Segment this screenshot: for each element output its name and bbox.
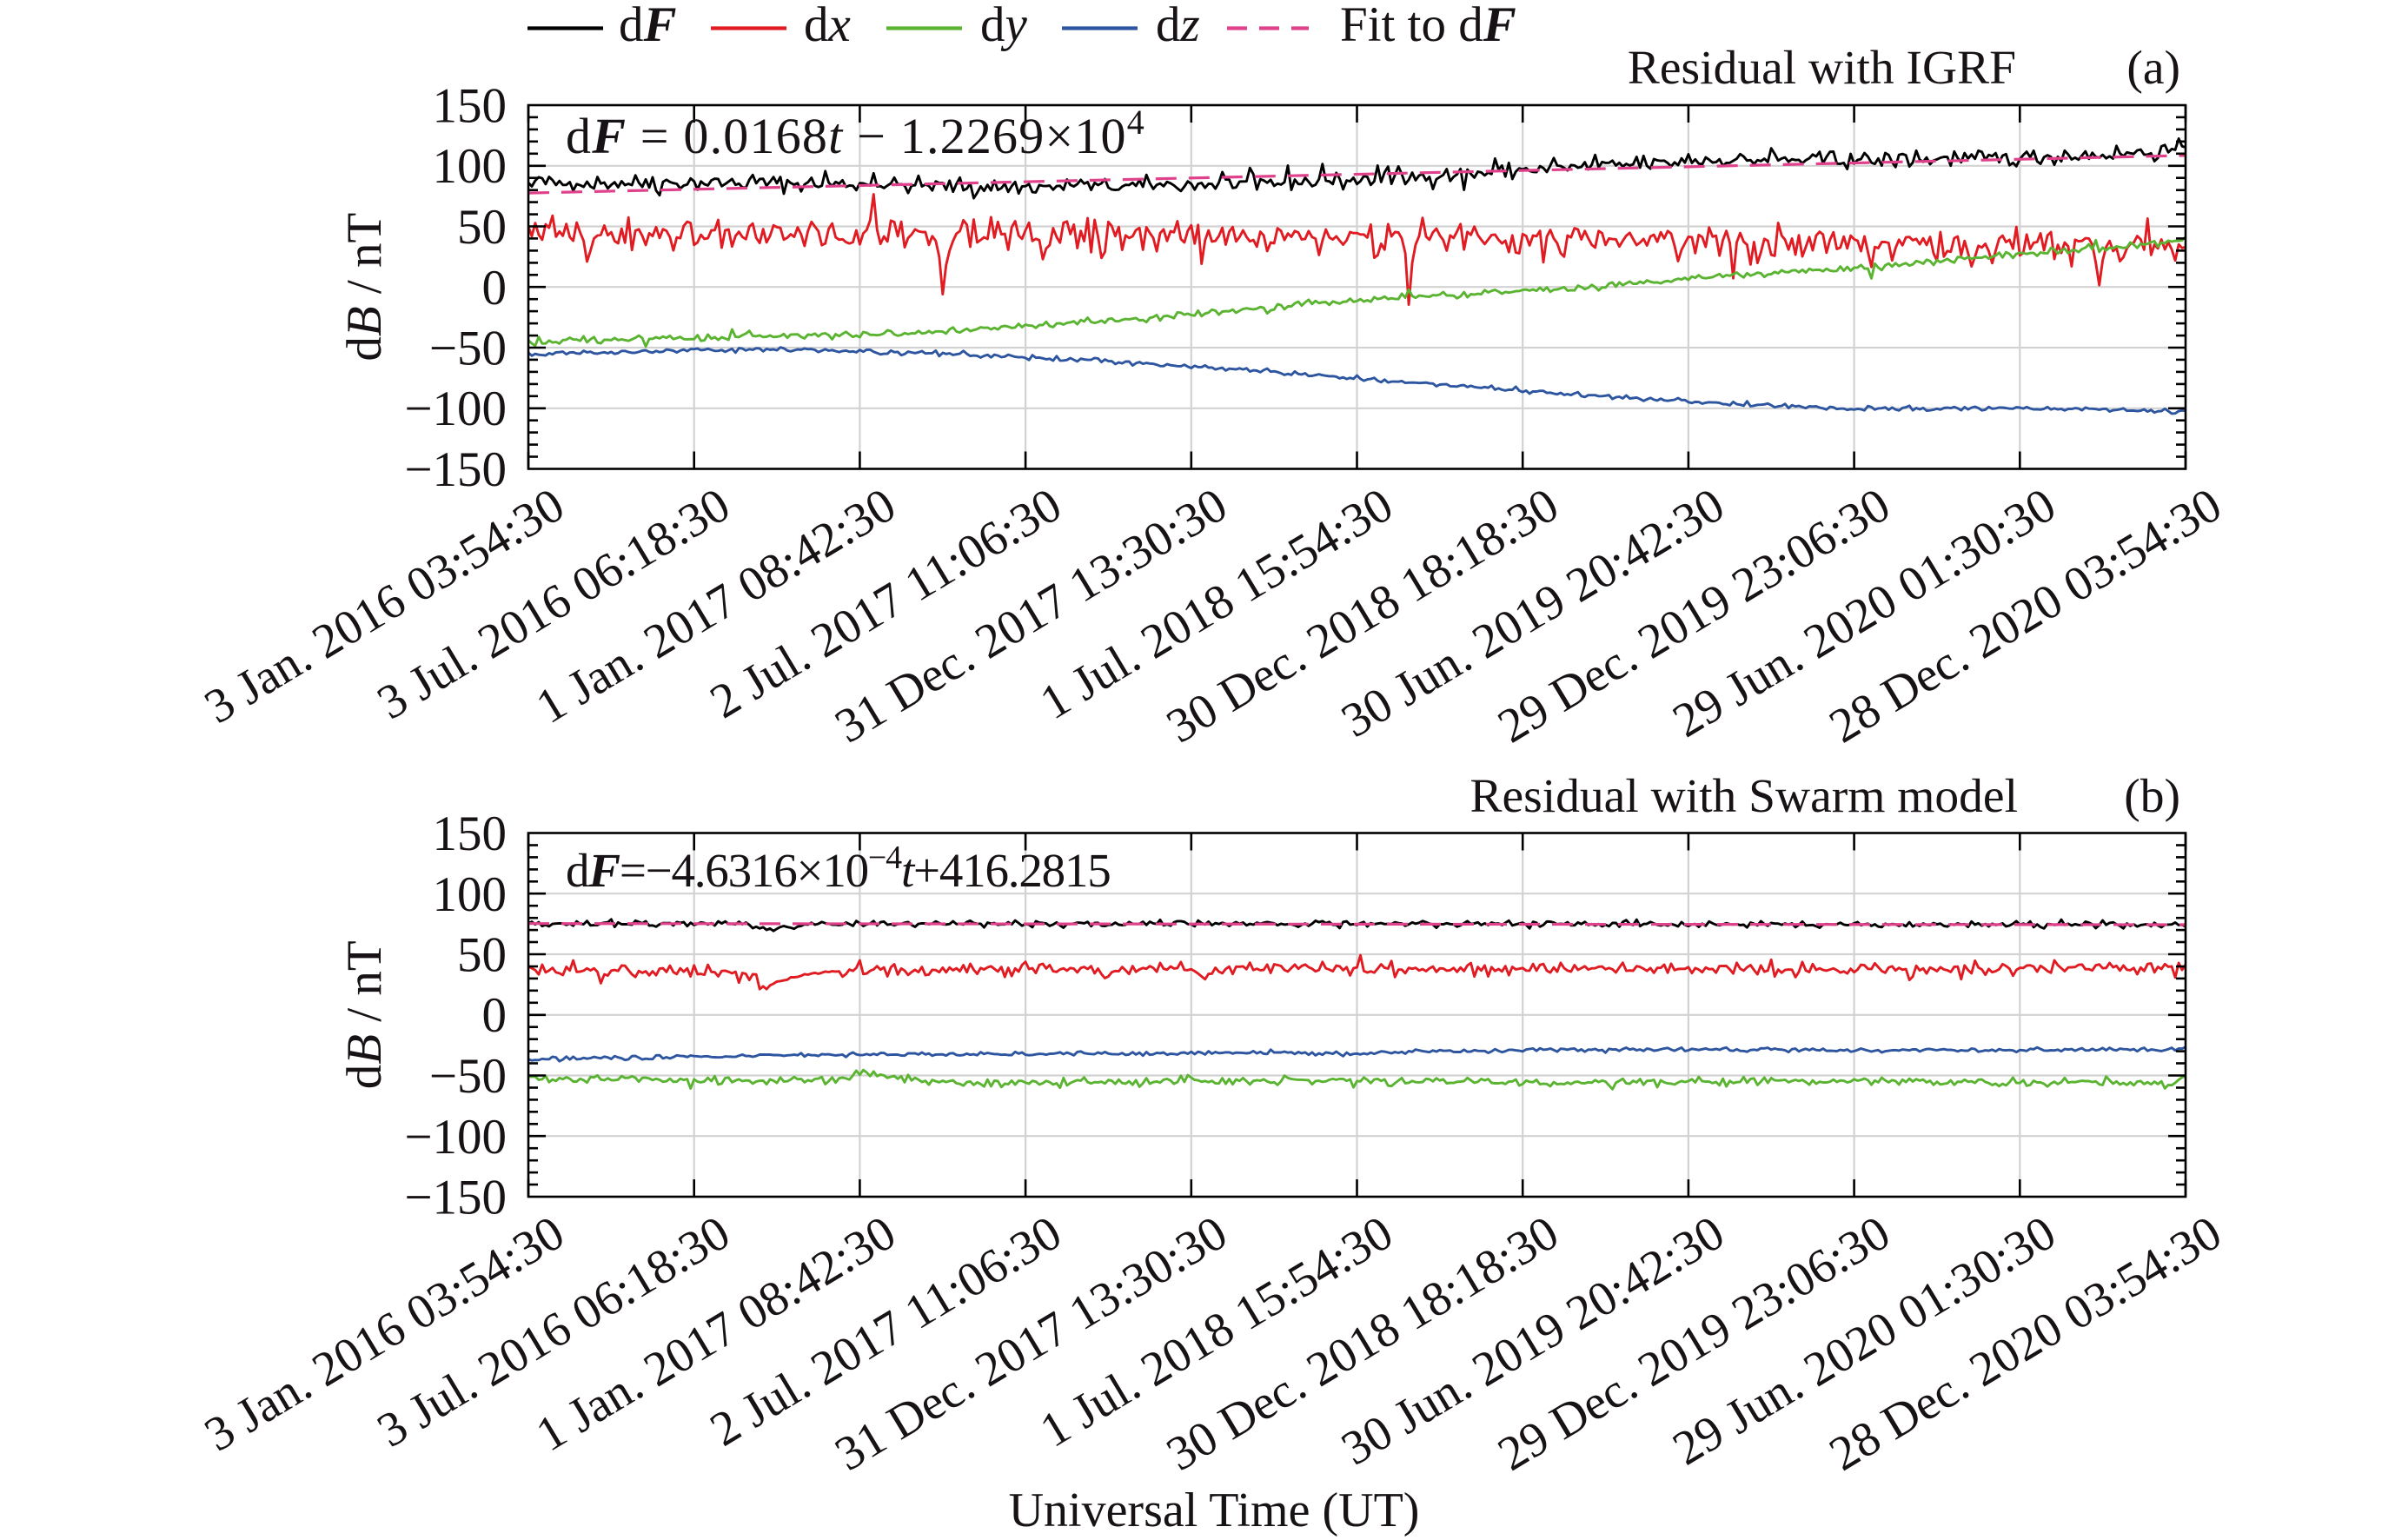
- svg-text:−100: −100: [404, 1110, 507, 1165]
- svg-text:dz: dz: [1156, 0, 1200, 52]
- svg-text:150: 150: [433, 807, 508, 861]
- svg-text:Fit to dF: Fit to dF: [1340, 0, 1516, 52]
- svg-text:dF: dF: [619, 0, 677, 52]
- svg-text:dx: dx: [804, 0, 851, 52]
- svg-text:0: 0: [482, 988, 508, 1043]
- svg-text:−50: −50: [429, 1049, 507, 1104]
- svg-text:−100: −100: [404, 382, 507, 436]
- svg-text:dB / nT: dB / nT: [337, 940, 392, 1089]
- svg-text:dF = 0.0168t − 1.2269×104: dF = 0.0168t − 1.2269×104: [566, 103, 1145, 164]
- svg-text:100: 100: [433, 867, 508, 922]
- svg-text:Universal Time (UT): Universal Time (UT): [1009, 1484, 1420, 1537]
- svg-text:Residual with Swarm model: Residual with Swarm model: [1470, 770, 2018, 823]
- svg-text:−150: −150: [404, 442, 507, 497]
- svg-text:dF=−4.6316×10−4t+416.2815: dF=−4.6316×10−4t+416.2815: [566, 840, 1111, 897]
- svg-text:150: 150: [433, 79, 508, 134]
- svg-text:dy: dy: [980, 0, 1028, 52]
- svg-text:dB / nT: dB / nT: [337, 213, 392, 362]
- svg-text:−150: −150: [404, 1171, 507, 1225]
- svg-text:(a): (a): [2126, 42, 2180, 95]
- svg-text:100: 100: [433, 139, 508, 194]
- svg-text:50: 50: [457, 928, 507, 983]
- svg-text:−50: −50: [429, 322, 507, 376]
- svg-text:Residual with IGRF: Residual with IGRF: [1628, 42, 2016, 95]
- svg-text:0: 0: [482, 261, 508, 315]
- svg-text:50: 50: [457, 200, 507, 255]
- svg-text:(b): (b): [2124, 770, 2180, 823]
